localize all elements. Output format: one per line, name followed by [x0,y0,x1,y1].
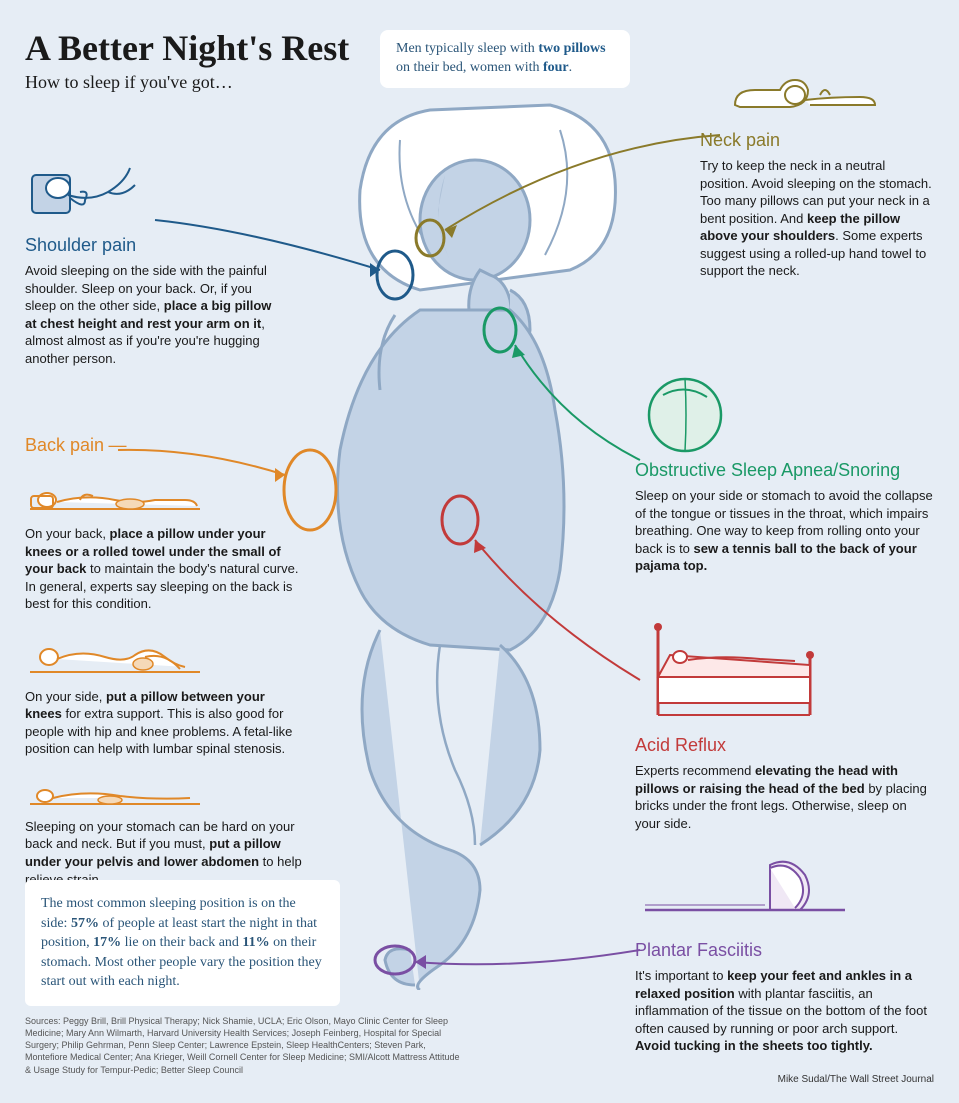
back-body-1: On your back, place a pillow under your … [25,525,305,613]
shoulder-body: Avoid sleeping on the side with the pain… [25,262,275,367]
back-illustration-2 [25,627,205,682]
neck-title: Neck pain [700,130,935,151]
reflux-body: Experts recommend elevating the head wit… [635,762,935,832]
reflux-title: Acid Reflux [635,735,935,756]
sources-text: Sources: Peggy Brill, Brill Physical The… [25,1015,465,1076]
plantar-title: Plantar Fasciitis [635,940,935,961]
apnea-illustration [645,375,730,455]
reflux-illustration [640,615,830,725]
back-section: Back pain — On your back, place a pillow… [25,435,305,888]
fact-text: Men typically sleep with [396,41,538,56]
plantar-body: It's important to keep your feet and ank… [635,967,935,1055]
back-body-3: Sleeping on your stomach can be hard on … [25,818,305,888]
shoulder-section: Shoulder pain Avoid sleeping on the side… [25,235,275,367]
infographic-container: A Better Night's Rest How to sleep if yo… [0,0,959,1103]
reflux-section: Acid Reflux Experts recommend elevating … [635,735,935,832]
back-title: Back pain [25,435,104,456]
sleeping-figure [280,90,660,990]
bottom-fact-callout: The most common sleeping position is on … [25,880,340,1006]
plantar-section: Plantar Fasciitis It's important to keep… [635,940,935,1055]
top-fact-bubble: Men typically sleep with two pillows on … [380,30,630,88]
apnea-title: Obstructive Sleep Apnea/Snoring [635,460,935,481]
back-illustration-3 [25,772,205,812]
neck-illustration [730,65,880,120]
back-illustration-1 [25,474,205,519]
plantar-illustration [640,850,850,930]
shoulder-title: Shoulder pain [25,235,275,256]
credit-text: Mike Sudal/The Wall Street Journal [778,1074,934,1085]
neck-section: Neck pain Try to keep the neck in a neut… [700,130,935,280]
apnea-section: Obstructive Sleep Apnea/Snoring Sleep on… [635,460,935,575]
bottom-fact-text: The most common sleeping position is on … [41,896,322,989]
apnea-body: Sleep on your side or stomach to avoid t… [635,487,935,575]
back-body-2: On your side, put a pillow between your … [25,688,305,758]
shoulder-illustration [30,150,150,220]
neck-body: Try to keep the neck in a neutral positi… [700,157,935,280]
fact-bold: two pillows [538,41,605,56]
